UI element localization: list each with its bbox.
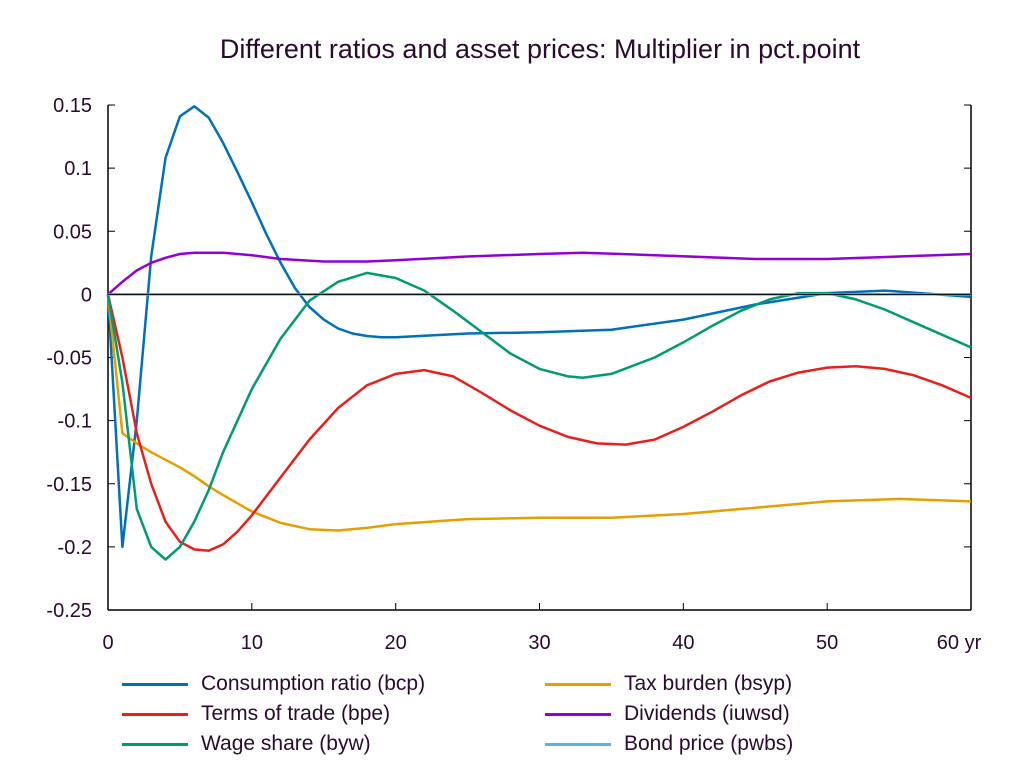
series-line	[107, 251, 972, 296]
chart-title: Different ratios and asset prices: Multi…	[219, 34, 861, 64]
legend-label: Consumption ratio (bcp)	[201, 672, 426, 695]
series-line	[106, 294, 972, 552]
series-line	[106, 294, 972, 532]
legend-label: Bond price (pwbs)	[624, 732, 794, 755]
legend-label: Tax burden (bsyp)	[624, 672, 793, 695]
series-line	[106, 105, 972, 549]
y-tick-label: 0.05	[53, 221, 92, 243]
y-tick-label: -0.15	[46, 474, 92, 496]
legend-item: Bond price (pwbs)	[545, 732, 793, 756]
legend-item: Consumption ratio (bcp)	[122, 672, 425, 696]
legend-swatch	[122, 682, 188, 686]
legend-item: Terms of trade (bpe)	[122, 702, 390, 726]
y-tick-label: 0.15	[53, 95, 92, 117]
y-tick-label: 0	[81, 284, 92, 306]
legend-swatch	[122, 742, 188, 746]
x-tick-label: 60 yr	[937, 632, 982, 654]
x-tick-label: 10	[241, 632, 263, 654]
series-line	[106, 271, 972, 561]
x-tick-label: 0	[102, 632, 113, 654]
y-tick-label: -0.2	[58, 537, 92, 559]
y-tick-label: -0.1	[58, 411, 92, 433]
legend-swatch	[545, 682, 611, 686]
legend-label: Wage share (byw)	[201, 732, 371, 755]
x-tick-label: 30	[528, 632, 550, 654]
legend-label: Terms of trade (bpe)	[201, 702, 391, 725]
x-tick-label: 50	[816, 632, 838, 654]
y-tick-label: -0.25	[46, 600, 92, 622]
legend-item: Wage share (byw)	[122, 732, 371, 756]
legend-item: Dividends (iuwsd)	[545, 702, 790, 726]
y-tick-label: -0.05	[46, 348, 92, 370]
legend-label: Dividends (iuwsd)	[624, 702, 790, 725]
legend-swatch	[545, 742, 611, 746]
x-tick-label: 40	[672, 632, 694, 654]
x-tick-label: 20	[385, 632, 407, 654]
legend-item: Tax burden (bsyp)	[545, 672, 792, 696]
legend-swatch	[545, 712, 611, 716]
y-tick-label: 0.1	[64, 158, 92, 180]
legend-swatch	[122, 712, 188, 716]
